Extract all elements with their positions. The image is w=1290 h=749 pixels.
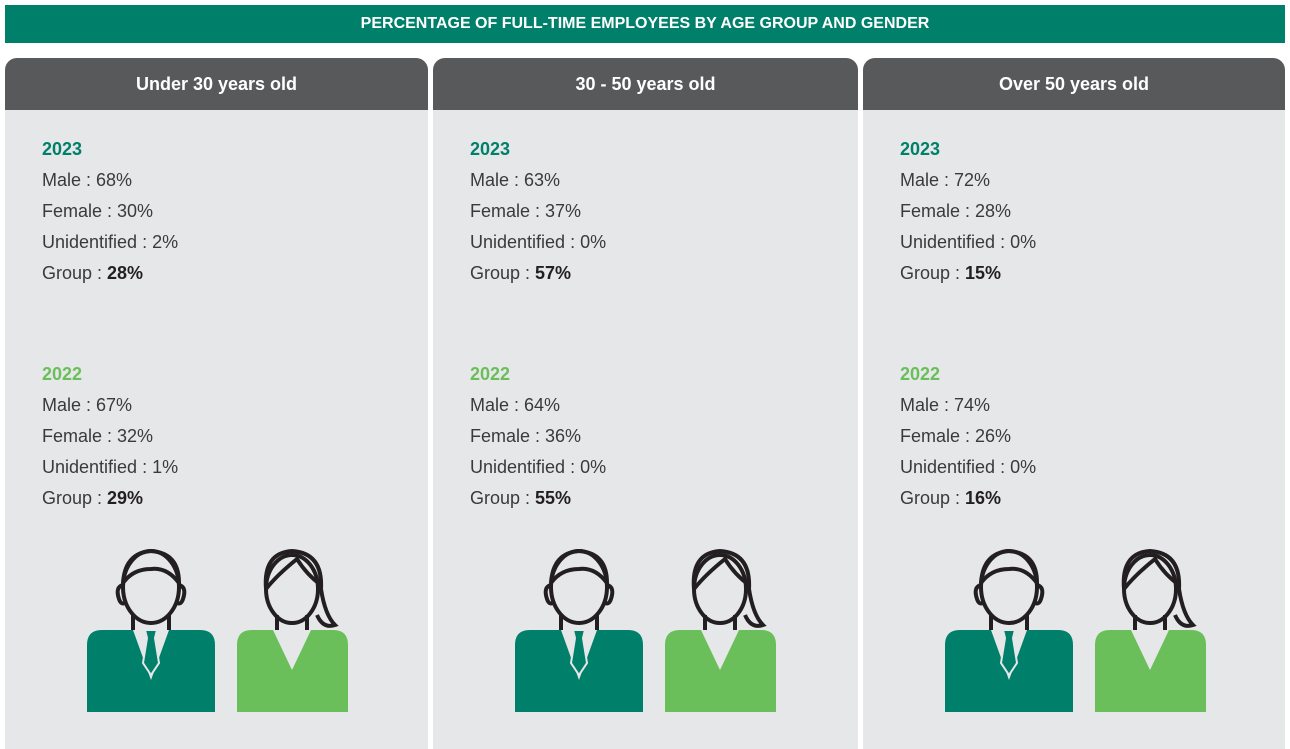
stat-line: Unidentified : 0% — [900, 227, 1036, 258]
group-value: 15% — [965, 263, 1001, 283]
group-line: Group :15% — [900, 258, 1036, 289]
male-figure — [87, 551, 215, 712]
icon-wrap — [945, 545, 1215, 720]
stat-line: Male : 63% — [470, 165, 606, 196]
stat-line: Unidentified : 0% — [470, 452, 606, 483]
group-label: Group : — [900, 488, 960, 508]
stat-line: Female : 30% — [42, 196, 178, 227]
male-figure — [945, 551, 1073, 712]
panel-header: Under 30 years old — [5, 58, 428, 110]
people-icon — [945, 545, 1215, 715]
year-label: 2022 — [470, 359, 606, 390]
stat-line: Unidentified : 1% — [42, 452, 178, 483]
group-label: Group : — [42, 488, 102, 508]
group-label: Group : — [42, 263, 102, 283]
group-label: Group : — [470, 263, 530, 283]
group-line: Group :29% — [42, 483, 178, 514]
stat-line: Male : 72% — [900, 165, 1036, 196]
year-label: 2023 — [42, 134, 178, 165]
female-figure — [665, 551, 776, 712]
icon-wrap — [87, 545, 357, 720]
female-figure — [237, 551, 348, 712]
page: PERCENTAGE OF FULL-TIME EMPLOYEES BY AGE… — [0, 0, 1290, 749]
stat-line: Male : 67% — [42, 390, 178, 421]
group-value: 29% — [107, 488, 143, 508]
panel-header: 30 - 50 years old — [433, 58, 858, 110]
group-line: Group :28% — [42, 258, 178, 289]
male-figure — [515, 551, 643, 712]
stat-line: Male : 64% — [470, 390, 606, 421]
stat-line: Female : 32% — [42, 421, 178, 452]
group-line: Group :55% — [470, 483, 606, 514]
group-line: Group :57% — [470, 258, 606, 289]
people-icon — [515, 545, 785, 715]
year-label: 2023 — [470, 134, 606, 165]
year-label: 2022 — [900, 359, 1036, 390]
year-label: 2023 — [900, 134, 1036, 165]
group-value: 57% — [535, 263, 571, 283]
icon-wrap — [515, 545, 785, 720]
group-value: 16% — [965, 488, 1001, 508]
group-value: 28% — [107, 263, 143, 283]
stat-line: Unidentified : 2% — [42, 227, 178, 258]
group-label: Group : — [900, 263, 960, 283]
stat-line: Male : 68% — [42, 165, 178, 196]
year-label: 2022 — [42, 359, 178, 390]
female-figure — [1095, 551, 1206, 712]
stat-line: Female : 28% — [900, 196, 1036, 227]
stat-line: Female : 37% — [470, 196, 606, 227]
stat-line: Female : 36% — [470, 421, 606, 452]
people-icon — [87, 545, 357, 715]
stat-line: Female : 26% — [900, 421, 1036, 452]
group-value: 55% — [535, 488, 571, 508]
stat-line: Male : 74% — [900, 390, 1036, 421]
panel-header: Over 50 years old — [863, 58, 1285, 110]
stat-line: Unidentified : 0% — [900, 452, 1036, 483]
stat-line: Unidentified : 0% — [470, 227, 606, 258]
group-label: Group : — [470, 488, 530, 508]
group-line: Group :16% — [900, 483, 1036, 514]
title-bar: PERCENTAGE OF FULL-TIME EMPLOYEES BY AGE… — [5, 5, 1285, 43]
